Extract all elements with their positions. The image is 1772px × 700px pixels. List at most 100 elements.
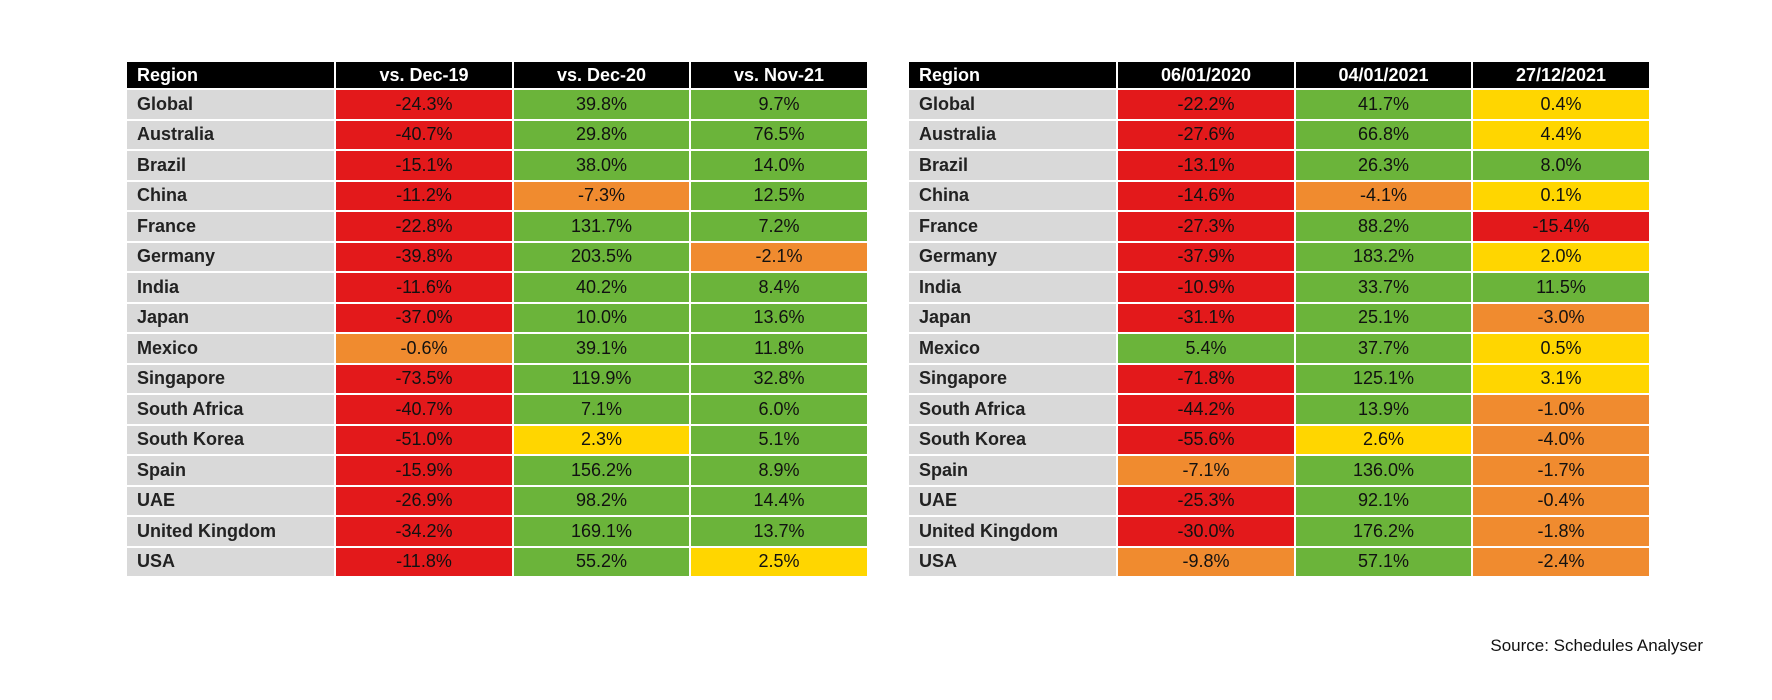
- value-cell: 4.4%: [1471, 118, 1651, 151]
- region-cell: South Korea: [125, 423, 336, 456]
- table-row: South Africa -44.2% 13.9% -1.0%: [907, 393, 1651, 426]
- value-cell: 3.1%: [1471, 362, 1651, 395]
- value-cell: -26.9%: [334, 484, 514, 517]
- region-cell: Germany: [907, 240, 1118, 273]
- region-cell: Singapore: [907, 362, 1118, 395]
- region-cell: Spain: [125, 454, 336, 487]
- value-cell: 119.9%: [512, 362, 691, 395]
- region-cell: Australia: [907, 118, 1118, 151]
- value-cell: 2.6%: [1294, 423, 1473, 456]
- table-row: South Korea -55.6% 2.6% -4.0%: [907, 423, 1651, 456]
- region-cell: China: [125, 179, 336, 212]
- region-cell: Mexico: [907, 332, 1118, 365]
- value-cell: -7.1%: [1116, 454, 1296, 487]
- region-cell: Mexico: [125, 332, 336, 365]
- table-right: Region 06/01/2020 04/01/2021 27/12/2021 Glob…: [907, 60, 1651, 578]
- value-cell: 203.5%: [512, 240, 691, 273]
- value-cell: -1.8%: [1471, 515, 1651, 548]
- table-row: Brazil -13.1% 26.3% 8.0%: [907, 149, 1651, 182]
- value-cell: -37.9%: [1116, 240, 1296, 273]
- value-cell: 39.8%: [512, 88, 691, 121]
- value-cell: 38.0%: [512, 149, 691, 182]
- value-cell: 176.2%: [1294, 515, 1473, 548]
- value-cell: -11.6%: [334, 271, 514, 304]
- value-cell: -1.7%: [1471, 454, 1651, 487]
- region-cell: India: [125, 271, 336, 304]
- value-cell: 2.0%: [1471, 240, 1651, 273]
- value-cell: 5.1%: [689, 423, 869, 456]
- value-cell: -4.1%: [1294, 179, 1473, 212]
- value-cell: 32.8%: [689, 362, 869, 395]
- region-cell: Japan: [907, 301, 1118, 334]
- value-cell: -40.7%: [334, 118, 514, 151]
- value-cell: 29.8%: [512, 118, 691, 151]
- table-row: Spain -15.9% 156.2% 8.9%: [125, 454, 869, 487]
- value-cell: 57.1%: [1294, 545, 1473, 578]
- value-cell: 14.4%: [689, 484, 869, 517]
- value-cell: -4.0%: [1471, 423, 1651, 456]
- table-row: UAE -25.3% 92.1% -0.4%: [907, 484, 1651, 517]
- value-cell: 37.7%: [1294, 332, 1473, 365]
- value-cell: 33.7%: [1294, 271, 1473, 304]
- header-cell: vs. Nov-21: [689, 60, 869, 90]
- value-cell: -2.1%: [689, 240, 869, 273]
- value-cell: 98.2%: [512, 484, 691, 517]
- value-cell: -71.8%: [1116, 362, 1296, 395]
- value-cell: 55.2%: [512, 545, 691, 578]
- value-cell: 13.7%: [689, 515, 869, 548]
- value-cell: -73.5%: [334, 362, 514, 395]
- region-cell: UAE: [907, 484, 1118, 517]
- region-cell: France: [907, 210, 1118, 243]
- table-row: India -11.6% 40.2% 8.4%: [125, 271, 869, 304]
- value-cell: 2.3%: [512, 423, 691, 456]
- value-cell: -34.2%: [334, 515, 514, 548]
- header-cell: Region: [907, 60, 1118, 90]
- value-cell: -37.0%: [334, 301, 514, 334]
- source-note: Source: Schedules Analyser: [1490, 636, 1703, 655]
- header-cell: vs. Dec-20: [512, 60, 691, 90]
- value-cell: -22.2%: [1116, 88, 1296, 121]
- value-cell: 169.1%: [512, 515, 691, 548]
- value-cell: -25.3%: [1116, 484, 1296, 517]
- value-cell: 40.2%: [512, 271, 691, 304]
- value-cell: -3.0%: [1471, 301, 1651, 334]
- table-row: China -11.2% -7.3% 12.5%: [125, 179, 869, 212]
- table-row: Australia -40.7% 29.8% 76.5%: [125, 118, 869, 151]
- table-row: United Kingdom -30.0% 176.2% -1.8%: [907, 515, 1651, 548]
- value-cell: -14.6%: [1116, 179, 1296, 212]
- value-cell: -13.1%: [1116, 149, 1296, 182]
- value-cell: 14.0%: [689, 149, 869, 182]
- value-cell: 66.8%: [1294, 118, 1473, 151]
- value-cell: -7.3%: [512, 179, 691, 212]
- value-cell: -0.4%: [1471, 484, 1651, 517]
- table-row: India -10.9% 33.7% 11.5%: [907, 271, 1651, 304]
- value-cell: 9.7%: [689, 88, 869, 121]
- value-cell: 0.1%: [1471, 179, 1651, 212]
- value-cell: -2.4%: [1471, 545, 1651, 578]
- region-cell: United Kingdom: [125, 515, 336, 548]
- region-cell: South Africa: [125, 393, 336, 426]
- table-row: Mexico -0.6% 39.1% 11.8%: [125, 332, 869, 365]
- value-cell: 2.5%: [689, 545, 869, 578]
- value-cell: 183.2%: [1294, 240, 1473, 273]
- value-cell: 12.5%: [689, 179, 869, 212]
- value-cell: 6.0%: [689, 393, 869, 426]
- value-cell: -51.0%: [334, 423, 514, 456]
- value-cell: -10.9%: [1116, 271, 1296, 304]
- value-cell: 76.5%: [689, 118, 869, 151]
- region-cell: Global: [125, 88, 336, 121]
- region-cell: USA: [907, 545, 1118, 578]
- value-cell: 8.0%: [1471, 149, 1651, 182]
- table-row: Spain -7.1% 136.0% -1.7%: [907, 454, 1651, 487]
- table-row: Brazil -15.1% 38.0% 14.0%: [125, 149, 869, 182]
- region-cell: Global: [907, 88, 1118, 121]
- value-cell: 13.9%: [1294, 393, 1473, 426]
- header-cell: vs. Dec-19: [334, 60, 514, 90]
- table-row: South Africa -40.7% 7.1% 6.0%: [125, 393, 869, 426]
- table-row: United Kingdom -34.2% 169.1% 13.7%: [125, 515, 869, 548]
- value-cell: 10.0%: [512, 301, 691, 334]
- value-cell: -22.8%: [334, 210, 514, 243]
- value-cell: 156.2%: [512, 454, 691, 487]
- value-cell: -39.8%: [334, 240, 514, 273]
